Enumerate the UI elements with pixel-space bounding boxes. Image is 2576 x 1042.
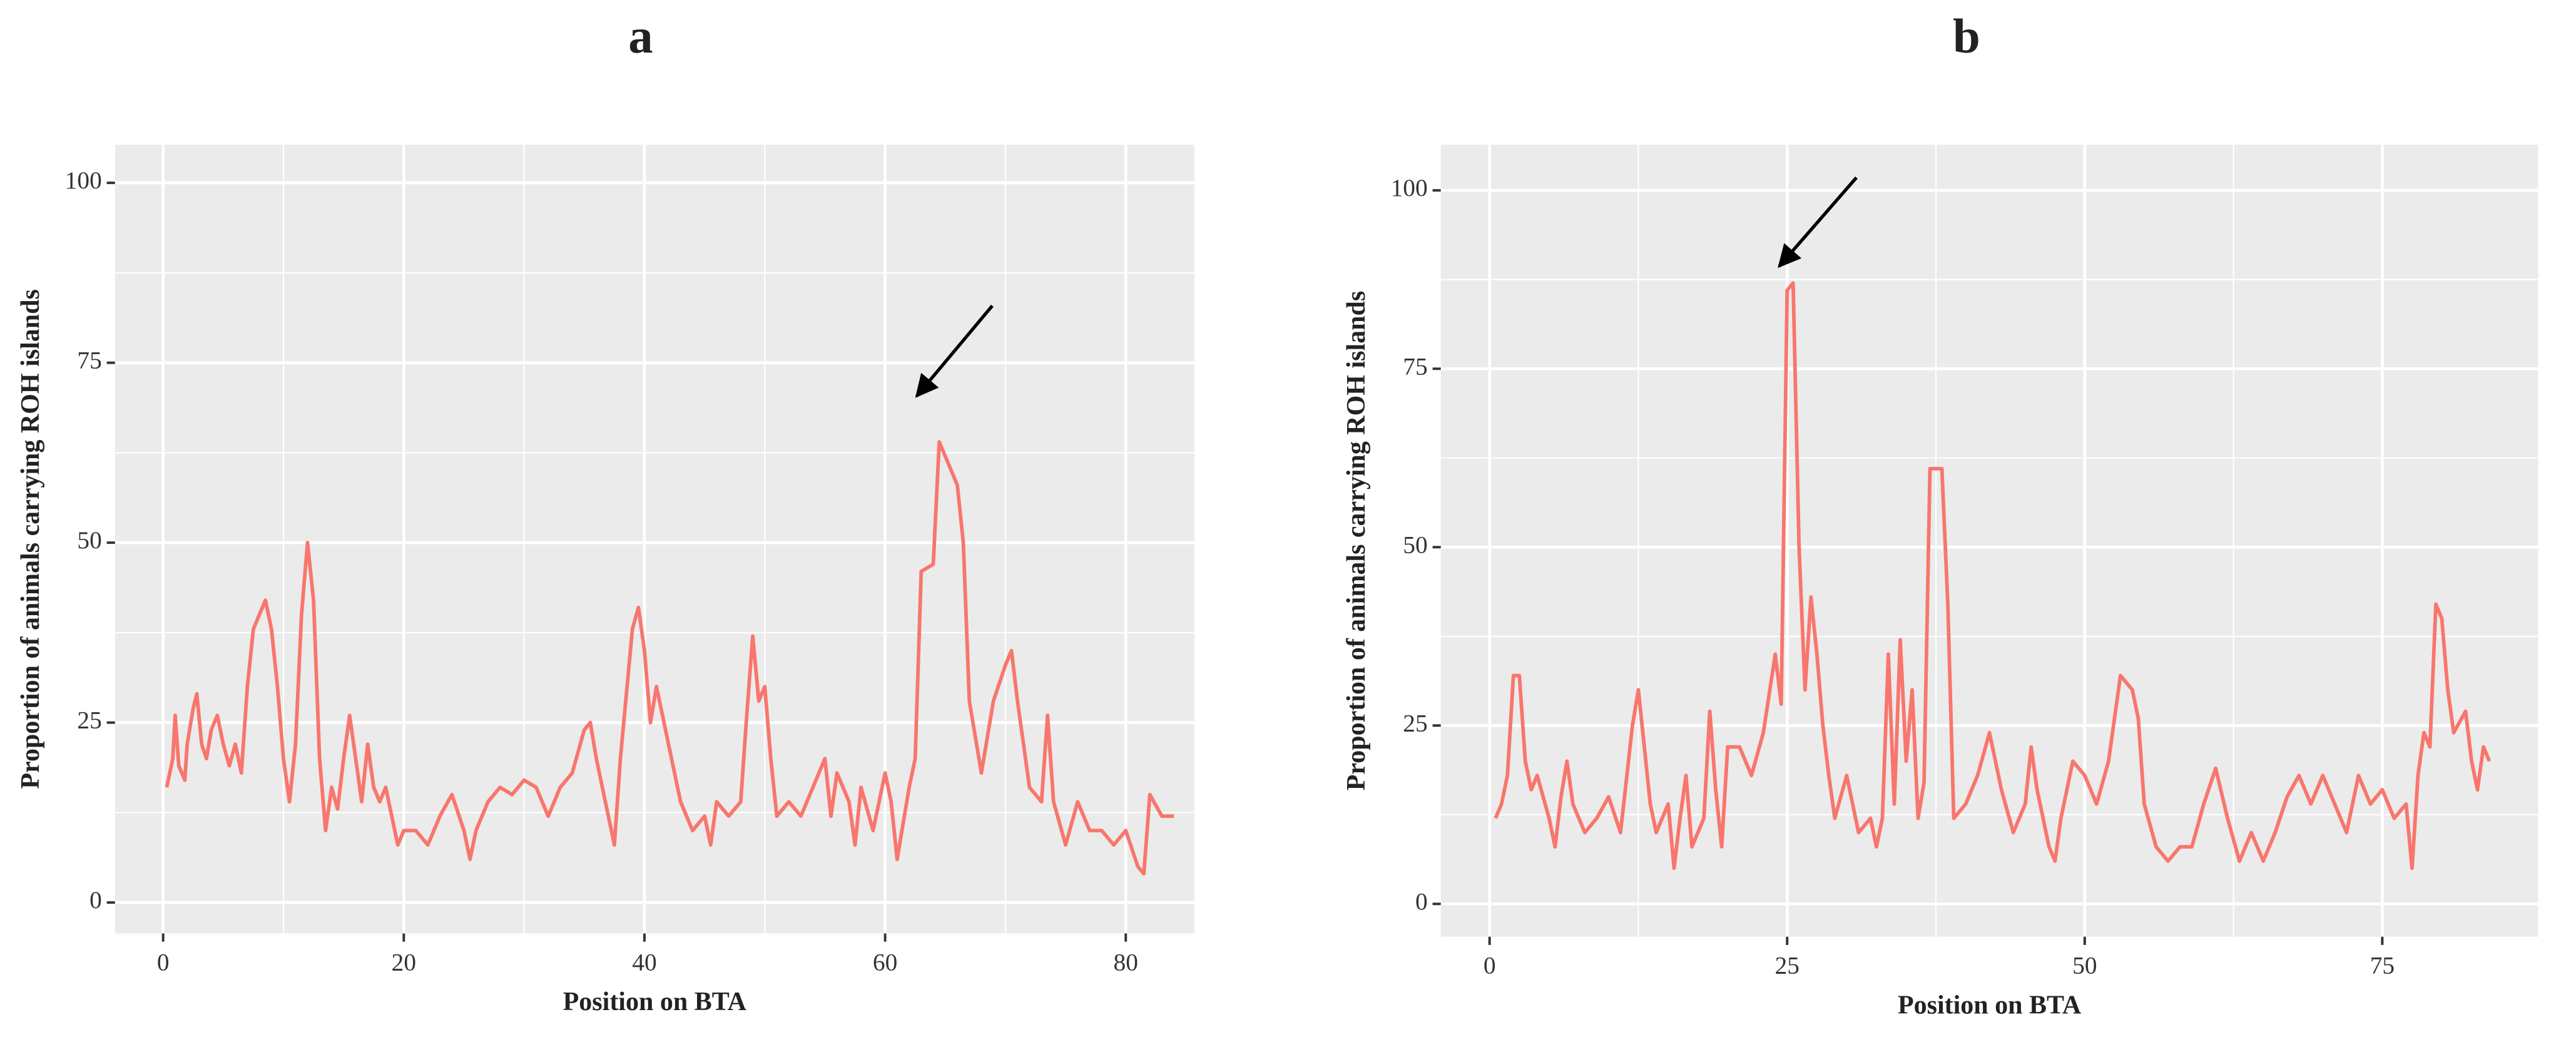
y-tick-label: 75 (1403, 352, 1427, 380)
panel-title: b (1953, 9, 1980, 64)
y-tick-label: 0 (89, 886, 102, 914)
y-axis-label: Proportion of animals carrying ROH islan… (1342, 291, 1371, 790)
y-axis-label: Proportion of animals carrying ROH islan… (16, 289, 45, 789)
y-tick-label: 100 (1391, 174, 1428, 202)
x-tick-label: 0 (1484, 952, 1496, 979)
data-line (165, 440, 1174, 876)
panel: b 0 25 50 75 100 0 25 50 75 Position on BTA Proport… (1342, 9, 2538, 1019)
y-tick-label: 75 (77, 347, 101, 374)
y-tick-label: 0 (1415, 887, 1428, 915)
x-tick-label: 40 (632, 948, 656, 976)
data-line (1494, 281, 2492, 871)
y-tick-label: 50 (1403, 531, 1427, 558)
x-tick-label: 25 (1775, 952, 1800, 979)
panel-title: a (628, 9, 653, 64)
x-tick-label: 60 (873, 948, 897, 976)
x-tick-label: 20 (392, 948, 416, 976)
annotation-arrow (1778, 176, 1858, 268)
panel: a 0 25 50 75 100 0 20 40 60 80 Position on BTA Propo… (16, 9, 1194, 1016)
annotation-arrow (915, 304, 994, 398)
x-axis-label: Position on BTA (1898, 991, 2082, 1019)
x-tick-label: 80 (1114, 948, 1138, 976)
y-tick-label: 50 (77, 526, 101, 554)
x-tick-label: 75 (2370, 952, 2395, 979)
x-tick-label: 50 (2072, 952, 2097, 979)
x-tick-label: 0 (157, 948, 170, 976)
y-tick-label: 25 (1403, 709, 1427, 737)
plot-background (115, 145, 1194, 934)
plot-background (1440, 145, 2538, 937)
y-tick-label: 25 (77, 707, 101, 734)
y-tick-label: 100 (65, 166, 102, 194)
x-axis-label: Position on BTA (563, 988, 747, 1016)
